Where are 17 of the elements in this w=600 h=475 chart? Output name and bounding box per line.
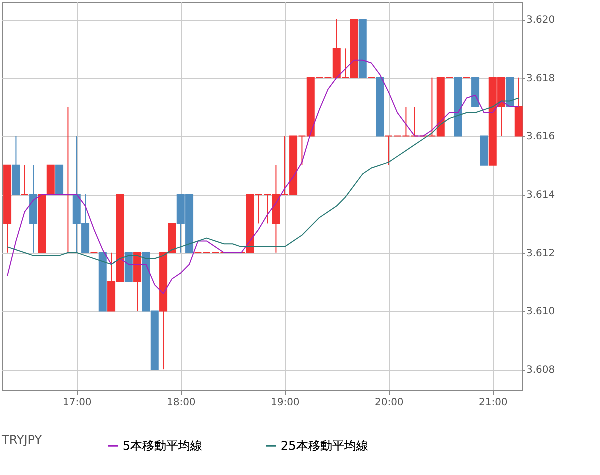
line-series (7, 98, 520, 266)
x-tick-label: 18:00 (166, 398, 196, 408)
x-tick-label: 19:00 (270, 398, 300, 408)
x-tick-label: 21:00 (478, 398, 508, 408)
y-tick-label: 3.608 (526, 365, 556, 376)
y-tick-label: 3.614 (526, 190, 556, 202)
legend-label: 5本移動平均線 (123, 439, 203, 453)
candlestick (20, 164, 29, 196)
y-tick-label: 3.616 (526, 132, 556, 143)
y-tick-label: 3.620 (526, 15, 556, 26)
x-tick-label: 17:00 (62, 398, 92, 408)
y-tick-label: 3.610 (526, 306, 556, 318)
y-tick-label: 3.618 (526, 73, 556, 84)
text: TRYJPY (1, 433, 43, 447)
legend-label: 25本移動平均線 (281, 439, 368, 453)
y-tick-label: 3.612 (526, 248, 556, 260)
x-tick-label: 20:00 (374, 398, 404, 408)
